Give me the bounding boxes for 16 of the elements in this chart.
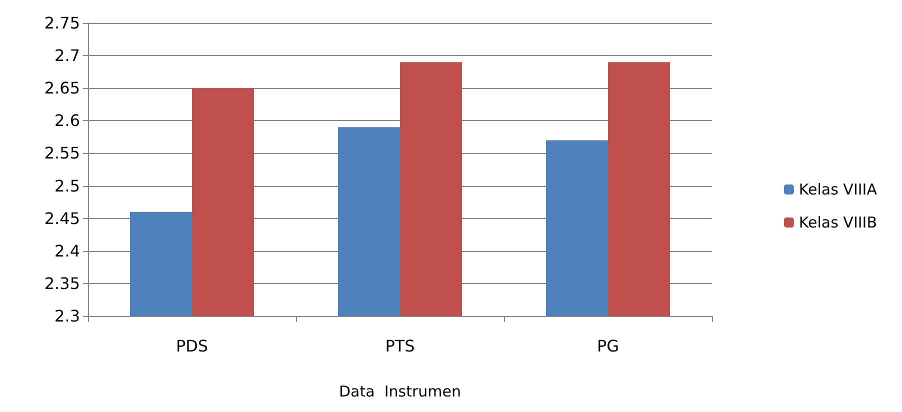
- x-tick-label: PTS: [385, 336, 415, 356]
- y-tick-label: 2.7: [54, 46, 80, 66]
- y-tick-label: 2.35: [44, 274, 80, 293]
- y-tick-label: 2.5: [54, 176, 80, 196]
- legend-label: Kelas VIIIB: [798, 214, 878, 232]
- y-tick-label: 2.4: [54, 241, 80, 260]
- y-tick-label: 2.55: [44, 144, 80, 163]
- legend-label: Kelas VIIIA: [798, 180, 878, 198]
- x-tick-label: PG: [596, 336, 620, 356]
- x-tick-label: PDS: [176, 336, 208, 356]
- y-tick-label: 2.3: [54, 306, 80, 326]
- y-tick-label: 2.75: [44, 14, 80, 32]
- y-tick-label: 2.65: [44, 78, 80, 98]
- y-tick-label: 2.6: [54, 111, 80, 130]
- x-axis-title: Data Instrumen: [339, 382, 461, 400]
- y-tick-label: 2.45: [44, 208, 80, 228]
